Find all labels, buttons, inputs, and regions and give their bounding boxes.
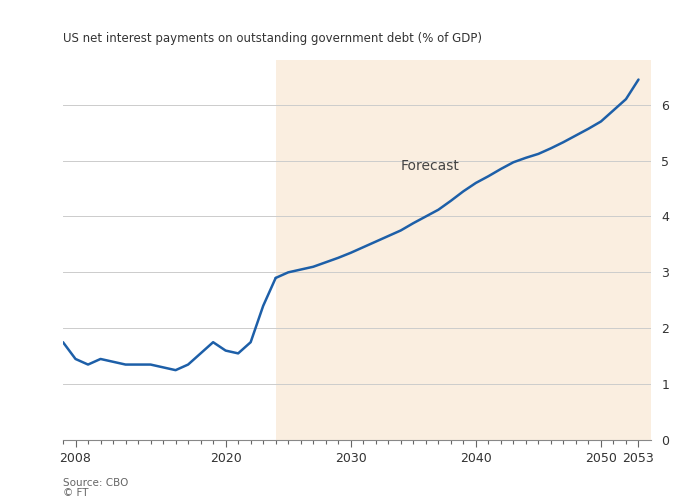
Text: Source: CBO: Source: CBO: [63, 478, 128, 488]
Bar: [276, 60, 664, 440]
Text: © FT: © FT: [63, 488, 88, 498]
Text: Forecast: Forecast: [401, 160, 460, 173]
Text: US net interest payments on outstanding government debt (% of GDP): US net interest payments on outstanding …: [63, 32, 482, 45]
